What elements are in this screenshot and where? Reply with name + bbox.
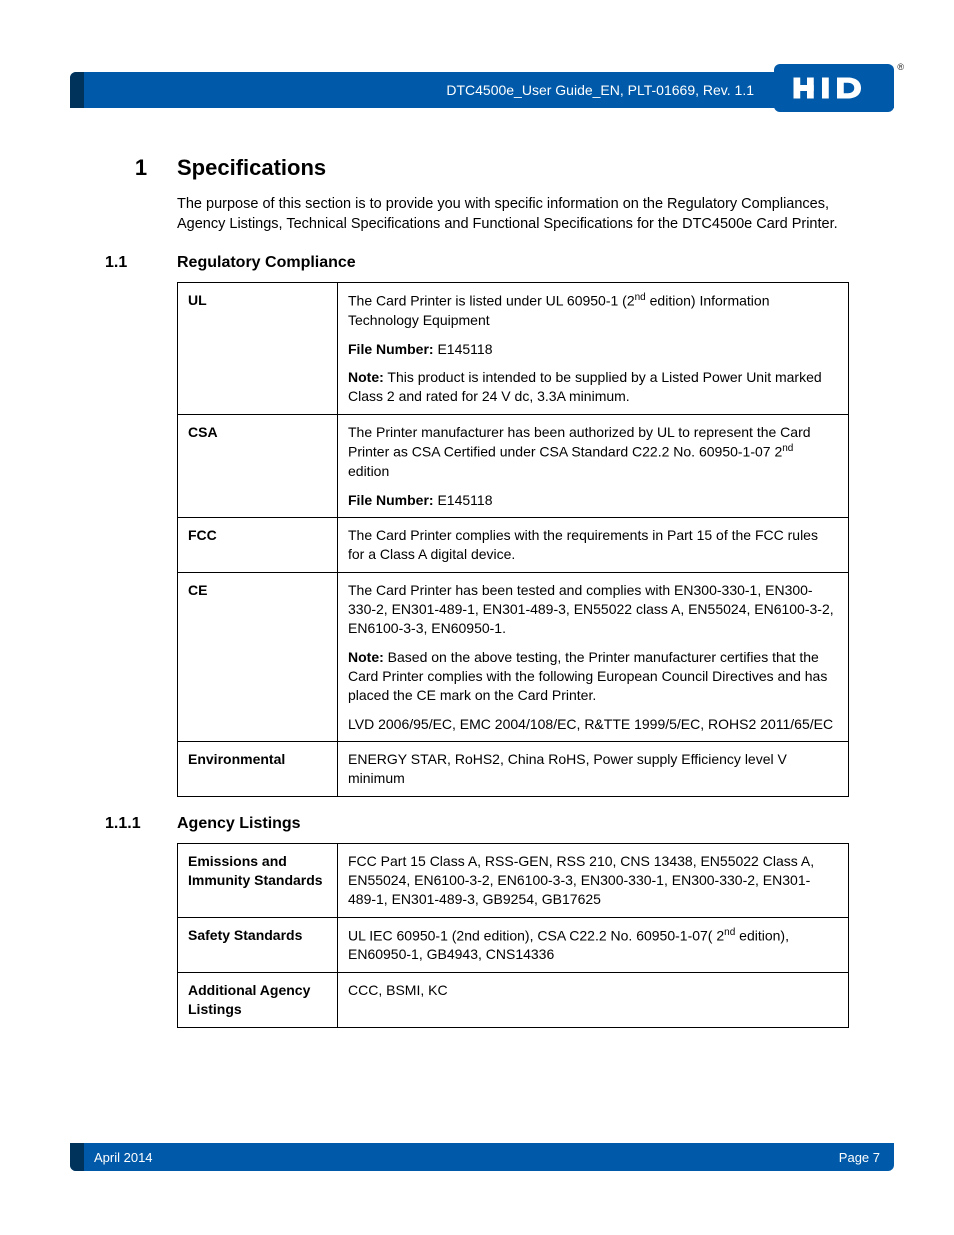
- section-heading-1: 1 Specifications: [105, 155, 849, 181]
- footer-date: April 2014: [94, 1150, 153, 1165]
- row-content: The Card Printer has been tested and com…: [338, 573, 849, 742]
- table-row: Additional Agency Listings CCC, BSMI, KC: [178, 973, 849, 1028]
- cell-paragraph: CCC, BSMI, KC: [348, 981, 838, 1000]
- row-label: Environmental: [178, 742, 338, 797]
- registered-mark: ®: [897, 62, 904, 72]
- doc-title: DTC4500e_User Guide_EN, PLT-01669, Rev. …: [84, 82, 894, 98]
- section-intro: The purpose of this section is to provid…: [177, 195, 849, 234]
- row-label: UL: [178, 283, 338, 415]
- footer-bar: April 2014 Page 7: [70, 1143, 894, 1171]
- cell-paragraph: Note: Based on the above testing, the Pr…: [348, 648, 838, 705]
- cell-paragraph: The Card Printer has been tested and com…: [348, 581, 838, 638]
- subsection-title: Regulatory Compliance: [177, 254, 356, 272]
- row-content: The Card Printer is listed under UL 6095…: [338, 283, 849, 415]
- header-accent: [70, 72, 84, 108]
- table-row: Emissions and Immunity StandardsFCC Part…: [178, 844, 849, 918]
- row-label: Safety Standards: [178, 917, 338, 972]
- table-row: UL The Card Printer is listed under UL 60…: [178, 283, 849, 415]
- row-content: The Card Printer complies with the requi…: [338, 518, 849, 573]
- table-row: Environmental ENERGY STAR, RoHS2, China R…: [178, 742, 849, 797]
- header-bar: DTC4500e_User Guide_EN, PLT-01669, Rev. …: [70, 72, 894, 108]
- table-row: CSAThe Printer manufacturer has been aut…: [178, 415, 849, 518]
- hid-logo: [774, 64, 894, 112]
- cell-paragraph: The Printer manufacturer has been author…: [348, 423, 838, 480]
- table-row: FCC The Card Printer complies with the re…: [178, 518, 849, 573]
- page-content: 1 Specifications The purpose of this sec…: [105, 155, 849, 1028]
- subsection-number: 1.1: [105, 254, 177, 272]
- row-content: The Printer manufacturer has been author…: [338, 415, 849, 518]
- subsection-number: 1.1.1: [105, 815, 177, 833]
- regulatory-compliance-table: UL The Card Printer is listed under UL 60…: [177, 282, 849, 797]
- row-content: UL IEC 60950-1 (2nd edition), CSA C22.2 …: [338, 917, 849, 972]
- footer-accent: [70, 1143, 84, 1171]
- footer-page: Page 7: [839, 1150, 894, 1165]
- row-label: FCC: [178, 518, 338, 573]
- cell-paragraph: The Card Printer is listed under UL 6095…: [348, 291, 838, 329]
- agency-listings-table: Emissions and Immunity StandardsFCC Part…: [177, 843, 849, 1028]
- row-content: ENERGY STAR, RoHS2, China RoHS, Power su…: [338, 742, 849, 797]
- row-content: CCC, BSMI, KC: [338, 973, 849, 1028]
- cell-paragraph: The Card Printer complies with the requi…: [348, 526, 838, 564]
- cell-paragraph: File Number: E145118: [348, 491, 838, 510]
- cell-paragraph: LVD 2006/95/EC, EMC 2004/108/EC, R&TTE 1…: [348, 715, 838, 734]
- section-heading-1-1: 1.1 Regulatory Compliance: [105, 254, 849, 272]
- subsection-title: Agency Listings: [177, 815, 301, 833]
- cell-paragraph: Note: This product is intended to be sup…: [348, 368, 838, 406]
- cell-paragraph: FCC Part 15 Class A, RSS-GEN, RSS 210, C…: [348, 852, 838, 909]
- row-label: Emissions and Immunity Standards: [178, 844, 338, 918]
- section-title: Specifications: [177, 155, 326, 181]
- table-row: CEThe Card Printer has been tested and c…: [178, 573, 849, 742]
- cell-paragraph: ENERGY STAR, RoHS2, China RoHS, Power su…: [348, 750, 838, 788]
- table-row: Safety Standards UL IEC 60950-1 (2nd edit…: [178, 917, 849, 972]
- row-label: CE: [178, 573, 338, 742]
- cell-paragraph: UL IEC 60950-1 (2nd edition), CSA C22.2 …: [348, 926, 838, 964]
- cell-paragraph: File Number: E145118: [348, 340, 838, 359]
- section-heading-1-1-1: 1.1.1 Agency Listings: [105, 815, 849, 833]
- section-number: 1: [105, 155, 177, 181]
- row-label: Additional Agency Listings: [178, 973, 338, 1028]
- row-content: FCC Part 15 Class A, RSS-GEN, RSS 210, C…: [338, 844, 849, 918]
- row-label: CSA: [178, 415, 338, 518]
